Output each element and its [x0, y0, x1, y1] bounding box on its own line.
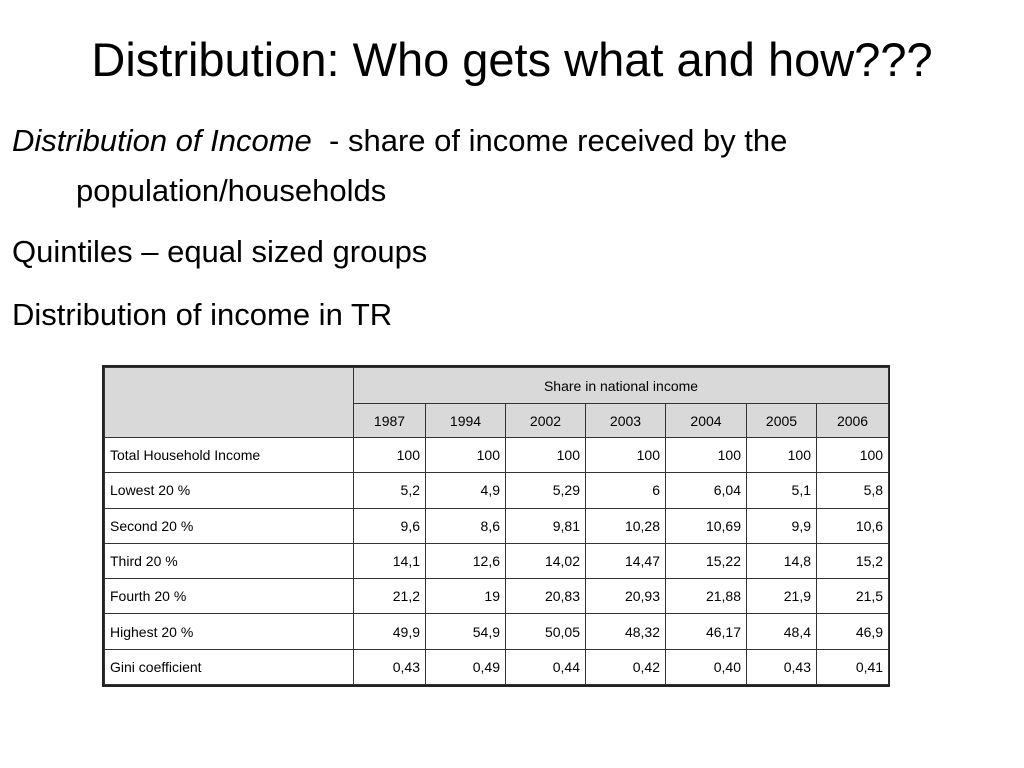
table-cell: 48,4	[746, 613, 817, 650]
table-row: Fourth 20 % 21,2 19 20,83 20,93 21,88 21,9 21,5	[104, 578, 890, 615]
table-group-header: Share in national income	[352, 367, 890, 404]
table-cell: 0,43	[353, 648, 426, 686]
table-cell: 100	[505, 436, 586, 474]
table-cell: 0,42	[585, 648, 666, 686]
year-header-row: 1987 1994 2002 2003 2004 2005 2006	[105, 403, 890, 438]
table-cell: 54,9	[425, 613, 506, 650]
year-header: 2006	[815, 403, 890, 438]
table-cell: 14,8	[746, 542, 817, 580]
table-cell: 8,6	[425, 507, 506, 544]
table-cell: 0,44	[505, 648, 586, 686]
table-cell: 21,2	[353, 578, 426, 615]
table-cell: 14,1	[353, 542, 426, 580]
table-cell: 5,2	[353, 472, 426, 509]
definition-text: - share of income received by the	[311, 123, 788, 158]
year-header: 2004	[665, 403, 747, 438]
table-cell: 50,05	[505, 613, 586, 650]
table-cell: 19	[425, 578, 506, 615]
table-row: Third 20 % 14,1 12,6 14,02 14,47 15,22 14,8 15,…	[104, 542, 890, 580]
table-cell: 100	[815, 436, 890, 474]
table-cell: 10,69	[665, 507, 747, 544]
table-cell: 100	[665, 436, 747, 474]
table-cell: 14,02	[505, 542, 586, 580]
table-cell: 5,1	[746, 472, 817, 509]
table-corner-cell	[104, 367, 354, 438]
year-header: 2005	[746, 403, 817, 438]
table-body: Total Household Income 100 100 100 100 100 100…	[104, 436, 890, 686]
quintiles-line: Quintiles – equal sized groups	[12, 234, 428, 269]
table-cell: 0,41	[815, 648, 890, 686]
table-cell: 4,9	[425, 472, 506, 509]
row-label: Gini coefficient	[104, 648, 354, 686]
table-cell: 5,8	[815, 472, 890, 509]
slide-title: Distribution: Who gets what and how???	[91, 33, 933, 86]
table-cell: 46,9	[815, 613, 890, 650]
year-header: 2003	[585, 403, 666, 438]
row-label: Total Household Income	[104, 436, 354, 474]
table-cell: 20,83	[505, 578, 586, 615]
table-cell: 100	[425, 436, 506, 474]
table-cell: 21,5	[815, 578, 890, 615]
table-cell: 49,9	[353, 613, 426, 650]
row-label: Lowest 20 %	[104, 472, 354, 509]
table-cell: 5,29	[505, 472, 586, 509]
table-row: Total Household Income 100 100 100 100 100 100…	[104, 436, 890, 474]
row-label: Fourth 20 %	[104, 578, 354, 615]
table-cell: 9,6	[353, 507, 426, 544]
table-cell: 15,2	[815, 542, 890, 580]
year-header: 2002	[505, 403, 586, 438]
row-label: Third 20 %	[104, 542, 354, 580]
row-label: Second 20 %	[104, 507, 354, 544]
year-header: 1994	[425, 403, 506, 438]
table-row: Gini coefficient 0,43 0,49 0,44 0,42 0,40 0,43…	[104, 648, 890, 686]
definition-line: Distribution of Income - share of income…	[12, 122, 787, 160]
table-cell: 46,17	[665, 613, 747, 650]
table-cell: 6,04	[665, 472, 747, 509]
table-cell: 14,47	[585, 542, 666, 580]
table-cell: 21,9	[746, 578, 817, 615]
definition-continuation: population/households	[76, 173, 387, 208]
table-cell: 15,22	[665, 542, 747, 580]
table-cell: 6	[585, 472, 666, 509]
table-cell: 100	[746, 436, 817, 474]
table-row: Highest 20 % 49,9 54,9 50,05 48,32 46,17 48,4 4…	[104, 613, 890, 650]
table-cell: 100	[353, 436, 426, 474]
income-distribution-table: Share in national income 1987 1994 2002 …	[102, 365, 890, 687]
table-cell: 0,49	[425, 648, 506, 686]
table-cell: 12,6	[425, 542, 506, 580]
table-cell: 48,32	[585, 613, 666, 650]
table-cell: 20,93	[585, 578, 666, 615]
table-cell: 10,28	[585, 507, 666, 544]
distribution-tr-line: Distribution of income in TR	[12, 297, 393, 332]
table-cell: 100	[585, 436, 666, 474]
row-label: Highest 20 %	[104, 613, 354, 650]
table-row: Second 20 % 9,6 8,6 9,81 10,28 10,69 9,9 10,6	[104, 507, 890, 544]
definition-term: Distribution of Income	[12, 123, 312, 158]
table-cell: 0,40	[665, 648, 747, 686]
table-cell: 21,88	[665, 578, 747, 615]
table-row: Lowest 20 % 5,2 4,9 5,29 6 6,04 5,1 5,8	[104, 472, 890, 509]
year-header: 1987	[353, 403, 426, 438]
table-cell: 0,43	[746, 648, 817, 686]
table-cell: 9,81	[505, 507, 586, 544]
table-cell: 9,9	[746, 507, 817, 544]
table-cell: 10,6	[815, 507, 890, 544]
